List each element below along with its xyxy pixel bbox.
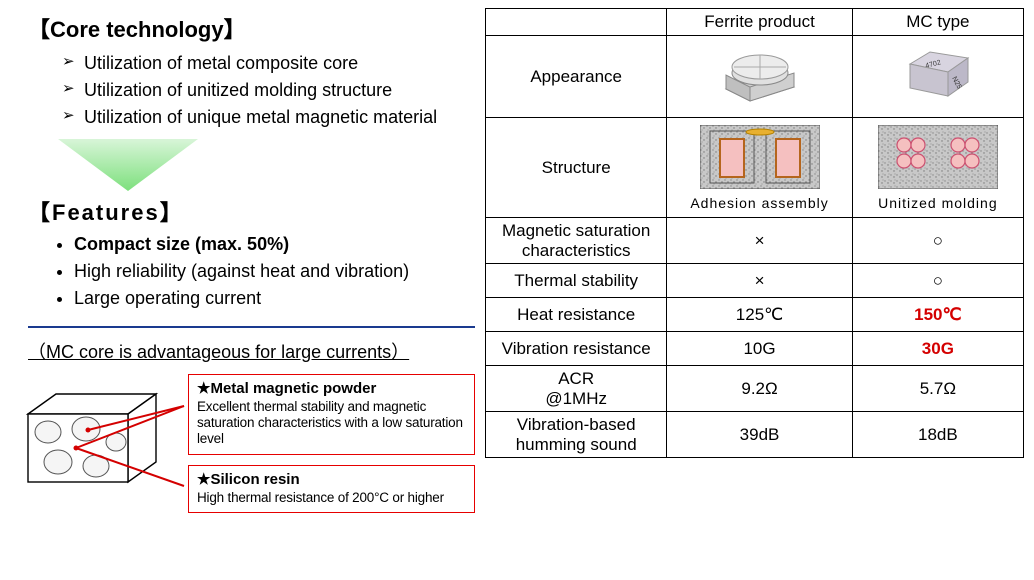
row-label: ACR@1MHz (486, 366, 667, 412)
down-arrow-icon (58, 139, 198, 191)
structure-ferrite-caption: Adhesion assembly (669, 196, 849, 210)
row-label: Vibration-based humming sound (486, 412, 667, 458)
cell-value: × (667, 218, 852, 264)
callout-metal-powder: ★Metal magnetic powder Excellent thermal… (188, 374, 475, 455)
cell-value: 18dB (852, 412, 1023, 458)
cell-value: 9.2Ω (667, 366, 852, 412)
cell-value: 10G (667, 332, 852, 366)
cell-value: ○ (852, 218, 1023, 264)
cell-value: ○ (852, 264, 1023, 298)
table-row-thermal: Thermal stability × ○ (486, 264, 1024, 298)
row-label: Structure (486, 118, 667, 218)
feature-item: Compact size (max. 50%) (74, 231, 475, 258)
table-header-row: Ferrite product MC type (486, 9, 1024, 36)
callouts: ★Metal magnetic powder Excellent thermal… (188, 374, 475, 513)
table-row-appearance: Appearance (486, 36, 1024, 118)
row-label: Magnetic saturation characteristics (486, 218, 667, 264)
header-blank (486, 9, 667, 36)
table-row-vibration: Vibration resistance 10G 30G (486, 332, 1024, 366)
features-list: Compact size (max. 50%) High reliability… (70, 231, 475, 312)
cell-value: 39dB (667, 412, 852, 458)
table-row-magsat: Magnetic saturation characteristics × ○ (486, 218, 1024, 264)
coretech-title: 【Core technology】 (28, 12, 475, 44)
cell-value: × (667, 264, 852, 298)
table-row-heat: Heat resistance 125℃ 150℃ (486, 298, 1024, 332)
subnote: （MC core is advantageous for large curre… (28, 338, 475, 364)
left-panel: 【Core technology】 Utilization of metal c… (0, 0, 485, 580)
header-mc: MC type (852, 9, 1023, 36)
callout-title: ★Metal magnetic powder (197, 379, 466, 397)
row-label: Heat resistance (486, 298, 667, 332)
table-row-humming: Vibration-based humming sound 39dB 18dB (486, 412, 1024, 458)
core-diagram-row: ★Metal magnetic powder Excellent thermal… (28, 374, 475, 513)
coretech-list: Utilization of metal composite core Util… (62, 50, 475, 131)
row-label: Thermal stability (486, 264, 667, 298)
cell-value: 150℃ (852, 298, 1023, 332)
appearance-mc-icon: 4702 N25 (852, 36, 1023, 118)
appearance-ferrite-icon (667, 36, 852, 118)
cell-value: 5.7Ω (852, 366, 1023, 412)
table-row-structure: Structure (486, 118, 1024, 218)
structure-mc-caption: Unitized molding (855, 196, 1021, 210)
feature-item: Large operating current (74, 285, 475, 312)
core-cube-icon (28, 394, 156, 489)
cell-value: 30G (852, 332, 1023, 366)
comparison-table: Ferrite product MC type Appearance (485, 8, 1024, 458)
features-title: 【Features】 (28, 195, 475, 227)
row-label: Vibration resistance (486, 332, 667, 366)
divider (28, 326, 475, 328)
callout-desc: Excellent thermal stability and magnetic… (197, 399, 466, 448)
callout-silicon-resin: ★Silicon resin High thermal resistance o… (188, 465, 475, 513)
cell-value: 125℃ (667, 298, 852, 332)
structure-mc: Unitized molding (852, 118, 1023, 218)
table-row-acr: ACR@1MHz 9.2Ω 5.7Ω (486, 366, 1024, 412)
coretech-item: Utilization of unique metal magnetic mat… (62, 104, 475, 131)
row-label: Appearance (486, 36, 667, 118)
callout-title: ★Silicon resin (197, 470, 466, 488)
structure-ferrite: Adhesion assembly (667, 118, 852, 218)
coretech-item: Utilization of unitized molding structur… (62, 77, 475, 104)
features-section: 【Features】 Compact size (max. 50%) High … (28, 195, 475, 312)
callout-desc: High thermal resistance of 200°C or high… (197, 490, 466, 506)
coretech-item: Utilization of metal composite core (62, 50, 475, 77)
right-panel: Ferrite product MC type Appearance (485, 0, 1034, 580)
header-ferrite: Ferrite product (667, 9, 852, 36)
feature-item: High reliability (against heat and vibra… (74, 258, 475, 285)
